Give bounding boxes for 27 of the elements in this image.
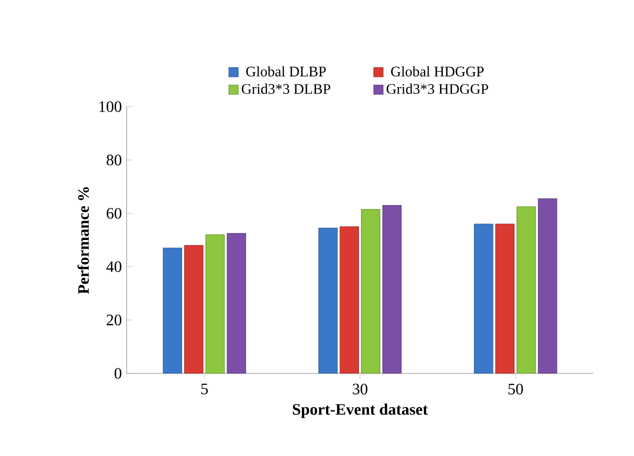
- bar: [516, 206, 536, 374]
- bar: [162, 248, 182, 374]
- bar: [361, 209, 380, 374]
- bar: [495, 224, 514, 374]
- y-tick-label: 100: [99, 101, 122, 112]
- bar: [382, 205, 402, 374]
- y-tick-label: 20: [106, 314, 122, 326]
- y-tick-label: 0: [114, 368, 122, 379]
- bar: [206, 234, 225, 374]
- y-tick-label: 60: [106, 208, 122, 219]
- x-tick-label: 50: [508, 384, 523, 394]
- bar: [318, 228, 338, 374]
- bar: [184, 245, 204, 374]
- bar: [474, 224, 494, 374]
- x-tick-label: 30: [352, 384, 368, 394]
- legend-label: Grid3*3 DLBP: [242, 84, 330, 94]
- bar: [226, 233, 246, 374]
- bar: [538, 198, 558, 374]
- y-tick-label: 40: [106, 261, 122, 272]
- legend-label: Global DLBP: [246, 66, 326, 76]
- legend-label: Global HDGGP: [391, 66, 484, 76]
- y-tick-label: 80: [106, 154, 122, 166]
- legend-label: Grid3*3 HDGGP: [386, 84, 488, 94]
- y-axis-title: Performance %: [78, 187, 89, 294]
- x-axis-title: Sport-Event dataset: [292, 404, 428, 418]
- bar: [340, 226, 359, 374]
- x-tick-label: 5: [201, 384, 208, 394]
